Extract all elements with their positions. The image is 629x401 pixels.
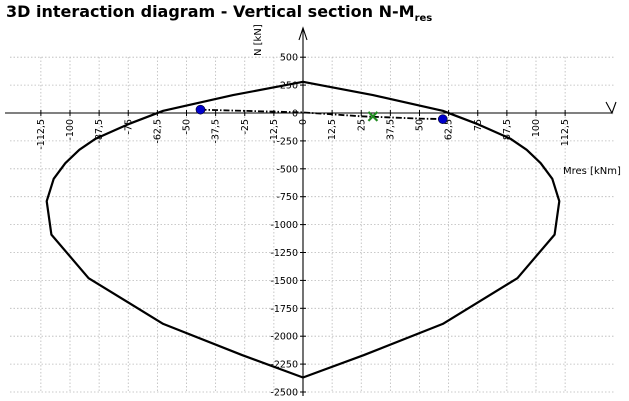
x-tick-label: 112,5 [560,119,571,146]
y-axis-arrow [298,26,308,41]
chart-title-main: 3D interaction diagram - Vertical sectio… [6,2,415,21]
y-tick-label: -750 [276,192,298,203]
x-tick-label: 37,5 [385,119,396,140]
intersection-point-marker [195,104,206,115]
x-tick-label: 100 [531,119,542,137]
y-tick-label: -2250 [270,360,298,371]
y-tick-label: -250 [276,136,298,147]
x-tick-label: -37,5 [211,119,222,144]
y-tick-label: -1250 [270,248,298,259]
y-axis-label: N [kN] [253,24,264,56]
y-tick-label: 250 [280,81,298,92]
x-tick-label: -112,5 [36,119,47,150]
x-tick-label: 62,5 [444,119,455,140]
x-tick-label: -50 [182,119,193,135]
chart-title: 3D interaction diagram - Vertical sectio… [6,2,432,24]
x-axis-label: Mres [kNm] [563,166,621,177]
intersection-point-marker [437,114,448,124]
x-tick-label: 25 [356,119,367,131]
x-tick-label: 12,5 [327,119,338,140]
x-tick-label: -87,5 [94,119,105,144]
x-tick-label: -75 [123,119,134,135]
load-path-line [200,108,443,120]
x-tick-labels: -112,5 -100 -87,5 -75 -62,5 -50 -37,5 -25 -12,5 0… [36,110,571,150]
series-group [45,80,561,379]
x-tick-label: -100 [65,119,76,141]
y-tick-label: -500 [276,164,298,175]
y-tick-label: 500 [280,53,298,64]
y-tick-label: -2000 [270,332,298,343]
y-tick-label: -1000 [270,220,298,231]
x-tick-label: -25 [240,119,251,135]
x-tick-label: 50 [415,119,426,131]
x-tick-label: -12,5 [269,119,280,144]
y-tick-label: -1750 [270,304,298,315]
y-tick-label: 0 [292,109,298,120]
grid [10,56,615,393]
y-tick-labels: 500 250 0 -250 -500 -750 -1000 -1250 -1500 -1750 -… [270,53,306,399]
markers-group [195,104,448,124]
interaction-curve [45,80,561,379]
x-tick-label: -62,5 [152,119,163,144]
design-point-marker [367,111,379,122]
x-tick-label: 0 [298,119,309,125]
y-tick-label: -1500 [270,276,298,287]
chart-title-subscript: res [414,13,433,25]
x-tick-label: 87,5 [502,119,513,140]
x-axis-arrow [605,101,617,115]
y-tick-label: -2500 [270,388,298,399]
